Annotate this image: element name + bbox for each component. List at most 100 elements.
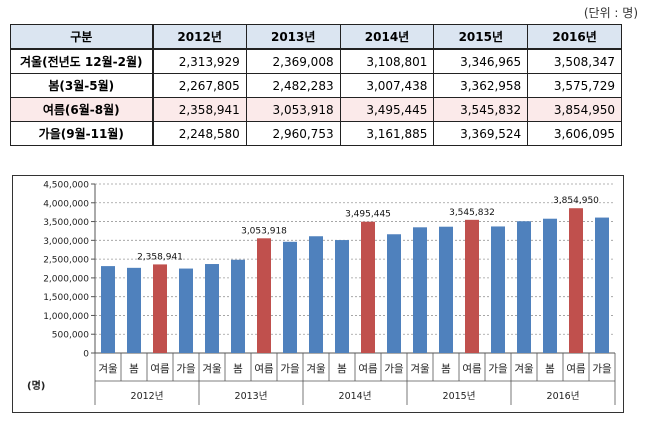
y-tick-label: 500,000 xyxy=(52,331,89,341)
x-tick-label: 여름 xyxy=(254,363,274,375)
bar xyxy=(335,240,349,353)
y-tick-label: 2,500,000 xyxy=(43,256,89,266)
bar xyxy=(309,236,323,353)
data-label: 3,495,445 xyxy=(345,210,391,220)
table-cell: 2,482,283 xyxy=(245,73,341,98)
table-cell: 3,575,729 xyxy=(527,73,622,98)
x-tick-label: 겨울 xyxy=(410,363,430,375)
chart-frame: 0 500,000 1,000,000 1,500,000 2,000,000 2,500… xyxy=(12,175,624,413)
table-row: 겨울(전년도 12월-2월) 2,313,929 2,369,008 3,108… xyxy=(10,48,622,74)
bar xyxy=(439,226,453,353)
table-cell: 3,161,885 xyxy=(339,121,435,146)
group-label: 2015년 xyxy=(443,391,476,402)
table-cell: 3,346,965 xyxy=(433,48,529,74)
y-tick-label: 2,000,000 xyxy=(43,274,89,284)
table-cell: 3,606,095 xyxy=(527,121,622,146)
unit-label: (단위 : 명) xyxy=(583,6,638,20)
table-row: 봄(3월-5월) 2,267,805 2,482,283 3,007,438 3… xyxy=(10,73,622,98)
table-cell: 3,108,801 xyxy=(339,48,435,74)
y-tick-label: 4,000,000 xyxy=(43,199,89,209)
x-tick-label: 봄 xyxy=(545,363,555,375)
bar xyxy=(205,264,219,353)
bar xyxy=(569,208,583,353)
table-row-highlighted: 여름(6월-8월) 2,358,941 3,053,918 3,495,445 … xyxy=(10,97,622,122)
table-cell: 2,369,008 xyxy=(245,48,341,74)
x-tick-label: 여름 xyxy=(358,363,378,375)
table-cell: 2,358,941 xyxy=(152,97,247,122)
x-tick-label: 가을 xyxy=(488,363,508,375)
x-tick-label: 겨울 xyxy=(306,363,326,375)
table-cell: 3,495,445 xyxy=(339,97,435,122)
data-label: 3,053,918 xyxy=(241,226,287,236)
summary-table: 구분 2012년 2013년 2014년 2015년 2016년 겨울(전년도 … xyxy=(10,24,622,146)
row-label: 여름(6월-8월) xyxy=(10,97,154,122)
table-cell: 3,545,832 xyxy=(433,97,529,122)
table-cell: 2,313,929 xyxy=(152,48,247,74)
x-tick-label: 겨울 xyxy=(514,363,534,375)
x-tick-label: 봄 xyxy=(233,363,243,375)
group-label: 2016년 xyxy=(547,391,580,402)
y-tick-label: 1,000,000 xyxy=(43,312,89,322)
bar xyxy=(257,238,271,353)
group-label: 2012년 xyxy=(131,391,164,402)
x-tick-label: 가을 xyxy=(176,363,196,375)
table-cell: 3,854,950 xyxy=(527,97,622,122)
table-header: 2013년 xyxy=(245,24,341,50)
y-tick-label: 0 xyxy=(83,350,89,360)
bar xyxy=(413,227,427,353)
data-label: 3,545,832 xyxy=(449,208,495,218)
table-cell: 3,007,438 xyxy=(339,73,435,98)
x-tick-label: 봄 xyxy=(129,363,139,375)
x-tick-label: 여름 xyxy=(566,363,586,375)
x-tick-label: 봄 xyxy=(337,363,347,375)
y-tick-label: 3,500,000 xyxy=(43,218,89,228)
data-label: 2,358,941 xyxy=(137,252,183,262)
table-cell: 2,267,805 xyxy=(152,73,247,98)
bar xyxy=(387,234,401,353)
table-cell: 3,369,524 xyxy=(433,121,529,146)
table-cell: 3,508,347 xyxy=(527,48,622,74)
table-cell: 3,362,958 xyxy=(433,73,529,98)
bar xyxy=(283,241,297,353)
table-header: 2014년 xyxy=(339,24,435,50)
x-tick-label: 가을 xyxy=(280,363,300,375)
row-label: 겨울(전년도 12월-2월) xyxy=(10,48,154,74)
table-cell: 2,960,753 xyxy=(245,121,341,146)
bar xyxy=(361,221,375,353)
y-tick-label: 4,500,000 xyxy=(43,181,89,191)
x-tick-label: 가을 xyxy=(384,363,404,375)
group-label: 2013년 xyxy=(235,391,268,402)
row-label: 가을(9월-11월) xyxy=(10,121,154,146)
bar-chart: 0 500,000 1,000,000 1,500,000 2,000,000 2,500… xyxy=(27,181,616,405)
bar xyxy=(231,259,245,353)
table-row: 가을(9월-11월) 2,248,580 2,960,753 3,161,885… xyxy=(10,121,622,146)
group-label: 2014년 xyxy=(339,391,372,402)
y-tick-label: 3,000,000 xyxy=(43,237,89,247)
x-tick-label: 여름 xyxy=(150,363,170,375)
bar xyxy=(127,267,141,353)
bar xyxy=(491,226,505,353)
data-label: 3,854,950 xyxy=(553,196,599,206)
y-axis-label: (명) xyxy=(27,379,45,392)
table-cell: 2,248,580 xyxy=(152,121,247,146)
bar xyxy=(153,264,167,353)
table-header-row: 구분 2012년 2013년 2014년 2015년 2016년 xyxy=(10,24,622,50)
table-header: 2012년 xyxy=(152,24,247,50)
table-header: 2015년 xyxy=(433,24,529,50)
table-header: 2016년 xyxy=(527,24,622,50)
bar xyxy=(595,217,609,353)
bar xyxy=(465,219,479,353)
x-tick-label: 봄 xyxy=(441,363,451,375)
x-tick-label: 겨울 xyxy=(98,363,118,375)
row-label: 봄(3월-5월) xyxy=(10,73,154,98)
bar xyxy=(179,268,193,353)
x-tick-label: 가을 xyxy=(592,363,612,375)
bar xyxy=(543,218,557,353)
table-cell: 3,053,918 xyxy=(245,97,341,122)
bar xyxy=(101,266,115,353)
x-tick-label: 겨울 xyxy=(202,363,222,375)
bar xyxy=(517,221,531,353)
table-header: 구분 xyxy=(10,24,154,50)
y-tick-label: 1,500,000 xyxy=(43,293,89,303)
x-tick-label: 여름 xyxy=(462,363,482,375)
